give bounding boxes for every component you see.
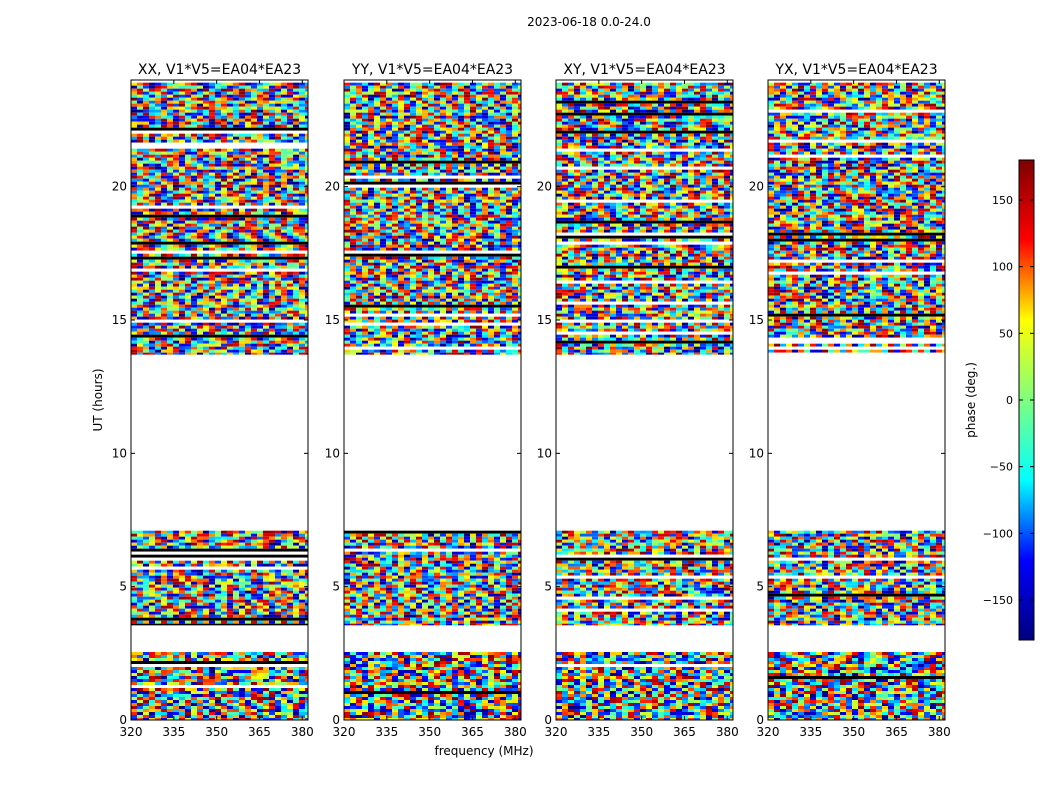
x-tick-label: 335 <box>587 725 610 739</box>
colorbar-label: phase (deg.) <box>964 362 978 438</box>
heatmap-cells <box>768 82 945 720</box>
y-tick-label: 5 <box>756 580 764 594</box>
y-tick-label: 5 <box>332 580 340 594</box>
x-tick-label: 350 <box>418 725 441 739</box>
x-axis-label: frequency (MHz) <box>434 744 533 758</box>
plot-frame <box>343 79 522 721</box>
x-tick-label: 350 <box>205 725 228 739</box>
y-tick-label: 10 <box>112 446 127 460</box>
colorbar: 150 100 50 0 −50 −100 −150 <box>983 159 1035 641</box>
x-tick-label: 380 <box>716 725 739 739</box>
y-tick-label: 15 <box>112 313 127 327</box>
x-tick-label: 350 <box>630 725 653 739</box>
colorbar-tick-label: 50 <box>999 327 1013 340</box>
y-tick-label: 0 <box>756 713 764 727</box>
panel-yy: YY, V1*V5=EA04*EA23 320 335 350 365 380 0 5 10 15… <box>325 62 527 739</box>
x-tick-label: 335 <box>375 725 398 739</box>
plot-frame <box>555 79 734 721</box>
x-tick-label: 320 <box>120 725 143 739</box>
figure-title: 2023-06-18 0.0-24.0 <box>527 15 651 29</box>
panels: XX, V1*V5=EA04*EA23 320 335 350 365 380 0 5 10 15… <box>112 62 951 739</box>
y-tick-label: 20 <box>325 180 340 194</box>
x-tick-label: 320 <box>757 725 780 739</box>
colorbar-tick-label: −150 <box>983 594 1013 607</box>
x-tick-label: 365 <box>673 725 696 739</box>
y-tick-label: 0 <box>544 713 552 727</box>
colorbar-tick-label: −100 <box>983 527 1013 540</box>
plot-frame <box>130 79 309 721</box>
panel-title: XX, V1*V5=EA04*EA23 <box>138 62 301 78</box>
y-tick-label: 15 <box>325 313 340 327</box>
x-tick-label: 335 <box>162 725 185 739</box>
y-tick-label: 10 <box>537 446 552 460</box>
panel-title: XY, V1*V5=EA04*EA23 <box>563 62 725 78</box>
heatmap-cells <box>556 82 733 720</box>
colorbar-tick-label: 150 <box>992 194 1013 207</box>
panel-xy: XY, V1*V5=EA04*EA23 320 335 350 365 380 0 5 10 15… <box>537 62 739 739</box>
heatmap-cells <box>344 82 521 720</box>
y-tick-label: 5 <box>544 580 552 594</box>
y-tick-label: 20 <box>112 180 127 194</box>
panel-xx: XX, V1*V5=EA04*EA23 320 335 350 365 380 0 5 10 15… <box>112 62 314 739</box>
x-tick-label: 350 <box>842 725 865 739</box>
plot-frame <box>767 79 946 721</box>
x-tick-label: 365 <box>461 725 484 739</box>
y-tick-label: 0 <box>332 713 340 727</box>
heatmap-cells <box>131 82 308 720</box>
x-tick-label: 365 <box>248 725 271 739</box>
panel-title: YX, V1*V5=EA04*EA23 <box>774 62 937 78</box>
panel-yx: YX, V1*V5=EA04*EA23 320 335 350 365 380 0 5 10 15… <box>749 62 951 739</box>
y-tick-label: 20 <box>749 180 764 194</box>
y-tick-label: 15 <box>749 313 764 327</box>
x-tick-label: 380 <box>928 725 951 739</box>
colorbar-tick-label: −50 <box>990 461 1013 474</box>
colorbar-tick-label: 100 <box>992 261 1013 274</box>
y-tick-label: 10 <box>325 446 340 460</box>
y-tick-label: 15 <box>537 313 552 327</box>
panel-title: YY, V1*V5=EA04*EA23 <box>351 62 513 78</box>
y-tick-label: 0 <box>119 713 127 727</box>
x-tick-label: 380 <box>504 725 527 739</box>
y-axis-label: UT (hours) <box>91 368 105 431</box>
x-tick-label: 335 <box>799 725 822 739</box>
x-tick-label: 380 <box>291 725 314 739</box>
x-tick-label: 365 <box>885 725 908 739</box>
y-tick-label: 10 <box>749 446 764 460</box>
y-tick-label: 5 <box>119 580 127 594</box>
x-tick-label: 320 <box>545 725 568 739</box>
x-tick-label: 320 <box>333 725 356 739</box>
colorbar-tick-label: 0 <box>1006 394 1013 407</box>
y-tick-label: 20 <box>537 180 552 194</box>
